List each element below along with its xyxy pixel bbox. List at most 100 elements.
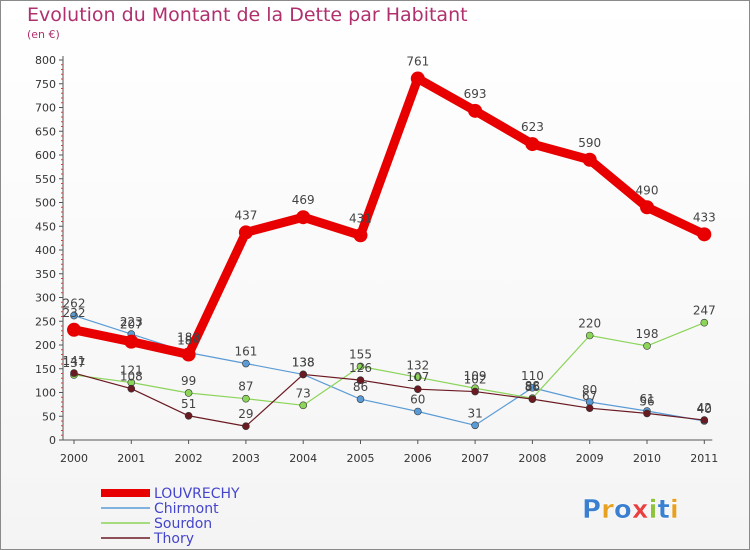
- data-label: 137: [63, 356, 86, 370]
- data-label: 180: [177, 331, 200, 345]
- x-tick-label: 2005: [347, 452, 375, 465]
- y-tick-label: 800: [35, 54, 56, 67]
- data-point: [356, 376, 365, 384]
- data-point: [70, 369, 78, 377]
- series-line-thory: [73, 372, 705, 427]
- x-tick-label: 2003: [232, 452, 260, 465]
- data-label: 31: [467, 406, 482, 420]
- data-label: 126: [349, 361, 372, 375]
- data-label: 108: [120, 370, 143, 384]
- data-label: 109: [464, 369, 487, 383]
- data-label: 223: [120, 315, 143, 329]
- data-point: [697, 227, 712, 242]
- y-tick-label: 700: [35, 102, 56, 115]
- data-point: [528, 383, 537, 392]
- data-label: 60: [410, 393, 425, 407]
- data-point: [585, 331, 594, 340]
- data-point: [356, 362, 365, 371]
- x-tick-label: 2008: [518, 452, 546, 465]
- axes: 0 50 100 150 200 250 300 350 400 450 500 550 600 650 7…: [35, 54, 718, 465]
- x-tick-label: 2009: [576, 452, 604, 465]
- data-label: 29: [238, 407, 253, 421]
- data-point: [184, 389, 193, 397]
- data-label: 42: [697, 401, 712, 415]
- data-point: [413, 407, 422, 416]
- data-label: 121: [120, 364, 143, 378]
- data-label: 262: [63, 297, 86, 311]
- data-label: 110: [521, 369, 544, 383]
- data-label: 102: [464, 373, 487, 387]
- legend-label: Sourdon: [154, 516, 212, 532]
- y-tick-label: 750: [35, 78, 56, 91]
- data-point: [643, 409, 651, 418]
- data-point: [410, 71, 425, 86]
- y-tick-label: 550: [35, 173, 56, 186]
- data-point: [242, 394, 250, 403]
- data-label: 184: [177, 334, 200, 348]
- y-tick-label: 0: [49, 434, 56, 447]
- data-label: 107: [406, 370, 429, 384]
- y-tick-label: 350: [35, 268, 56, 281]
- data-label: 469: [292, 193, 315, 207]
- data-label: 207: [120, 318, 143, 332]
- data-point: [242, 422, 250, 431]
- data-label: 431: [349, 211, 372, 225]
- chart-title: Evolution du Montant de la Dette par Hab…: [27, 4, 468, 26]
- data-label: 73: [296, 386, 311, 400]
- series-line-chirmont: [73, 314, 705, 426]
- data-point: [525, 137, 540, 152]
- y-tick-label: 500: [35, 197, 56, 210]
- data-label: 693: [464, 87, 487, 101]
- data-point: [184, 411, 193, 420]
- data-label: 623: [521, 120, 544, 134]
- data-label: 61: [639, 392, 654, 406]
- data-point: [471, 421, 479, 430]
- data-label: 86: [353, 380, 368, 394]
- data-label: 80: [582, 383, 597, 397]
- data-point: [70, 311, 78, 320]
- data-label: 141: [63, 354, 86, 368]
- data-point: [242, 359, 250, 368]
- x-tick-label: 2010: [633, 452, 661, 465]
- y-tick-label: 650: [35, 125, 56, 138]
- x-tick-label: 2000: [60, 452, 88, 465]
- series-line-sourdon: [73, 322, 705, 406]
- data-point: [585, 404, 594, 412]
- series-line-louvrechy: [69, 74, 709, 359]
- data-label: 490: [636, 183, 659, 197]
- data-label: 67: [582, 389, 597, 403]
- y-tick-label: 600: [35, 149, 56, 162]
- data-label: 437: [234, 208, 257, 222]
- data-point: [471, 387, 479, 396]
- data-label: 161: [234, 345, 257, 359]
- data-label: 590: [578, 136, 601, 150]
- data-point: [124, 334, 139, 349]
- x-tick-label: 2006: [404, 452, 432, 465]
- data-point: [700, 416, 709, 424]
- data-label: 87: [238, 380, 253, 394]
- logo-text: Proxiti: [582, 495, 679, 525]
- y-tick-label: 100: [35, 387, 56, 400]
- data-point: [181, 347, 196, 362]
- data-point: [127, 384, 136, 393]
- data-label: 198: [636, 327, 659, 341]
- data-point: [528, 395, 537, 403]
- data-label: 132: [406, 358, 429, 372]
- data-point: [413, 385, 422, 393]
- data-point: [640, 200, 654, 215]
- data-point: [238, 225, 253, 240]
- data-label: 232: [63, 306, 86, 320]
- data-point: [468, 103, 483, 118]
- data-point: [700, 318, 709, 327]
- data-label: 247: [693, 304, 716, 318]
- data-point: [299, 370, 308, 379]
- x-tick-label: 2004: [289, 452, 317, 465]
- data-label: 40: [697, 402, 712, 416]
- data-point: [299, 401, 308, 410]
- y-tick-label: 250: [35, 315, 56, 328]
- y-tick-label: 150: [35, 363, 56, 376]
- data-label: 761: [406, 55, 429, 69]
- data-label: 99: [181, 374, 196, 388]
- data-label: 138: [292, 355, 315, 369]
